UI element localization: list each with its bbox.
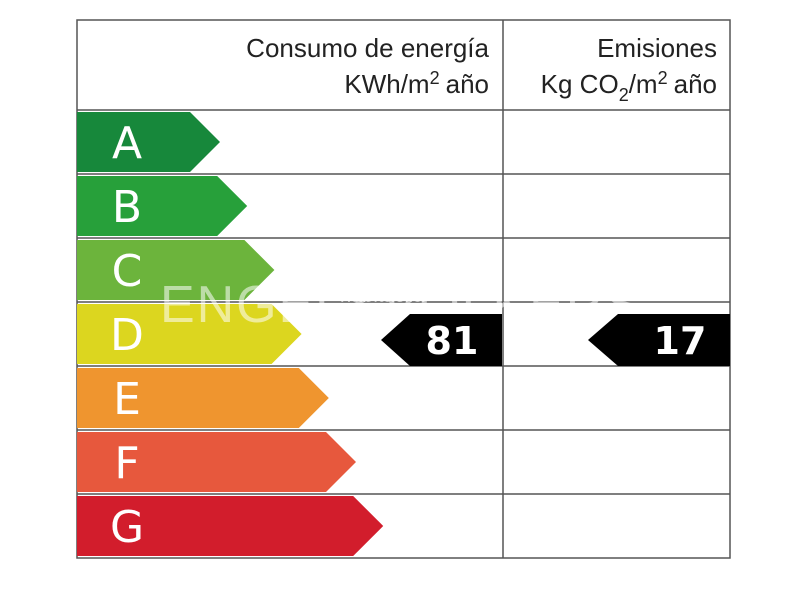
unit-sub: 2 [619,85,629,105]
class-letter: F [114,438,139,489]
class-letter: C [112,246,143,297]
emissions-header: Emisiones [597,33,717,63]
energy-unit: KWh/m2 año [344,68,489,99]
class-arrow [77,432,356,492]
unit-text: KWh/m [344,69,429,99]
class-letter: B [112,182,142,233]
watermark: habitaclia [340,285,425,307]
unit-text: /m [629,69,658,99]
class-letter: D [110,310,144,361]
unit-sup: 2 [430,68,440,88]
energy-header: Consumo de energía [246,33,489,63]
class-letter: A [112,118,142,169]
energy-rating: 81 [426,319,479,363]
class-arrow [77,240,275,300]
class-arrow [77,496,384,556]
unit-text: año [446,69,489,99]
emissions-rating: 17 [654,319,707,363]
unit-text: Kg CO [541,69,619,99]
class-arrow [77,368,329,428]
class-letter: E [113,374,141,425]
class-arrow [77,304,302,364]
class-letter: G [110,502,144,553]
unit-sup: 2 [658,68,668,88]
energy-pointer [381,314,502,366]
emissions-unit: Kg CO2/m2 año [541,68,717,105]
class-arrow [77,112,220,172]
class-arrow [77,176,248,236]
unit-text: año [674,69,717,99]
emissions-pointer [588,314,730,366]
